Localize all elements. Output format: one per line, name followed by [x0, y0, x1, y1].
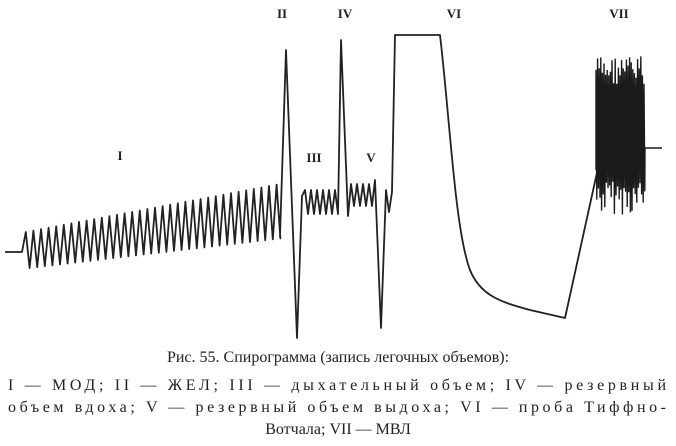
label-v: V: [366, 150, 376, 165]
caption-title: Рис. 55. Спирограмма (запись легочных об…: [167, 349, 509, 366]
caption-line: Вотчала; VII — МВЛ: [265, 421, 411, 438]
label-iii: III: [306, 150, 321, 165]
caption-line: объем вдоха; V — резервный объем выдоха;…: [8, 399, 666, 416]
label-ii: II: [277, 6, 287, 21]
label-vii: VII: [609, 6, 629, 21]
label-i: I: [117, 148, 122, 163]
label-vi: VI: [447, 6, 461, 21]
label-iv: IV: [338, 6, 353, 21]
spirogram-trace: [5, 34, 599, 339]
mvl-trace: [595, 56, 662, 215]
